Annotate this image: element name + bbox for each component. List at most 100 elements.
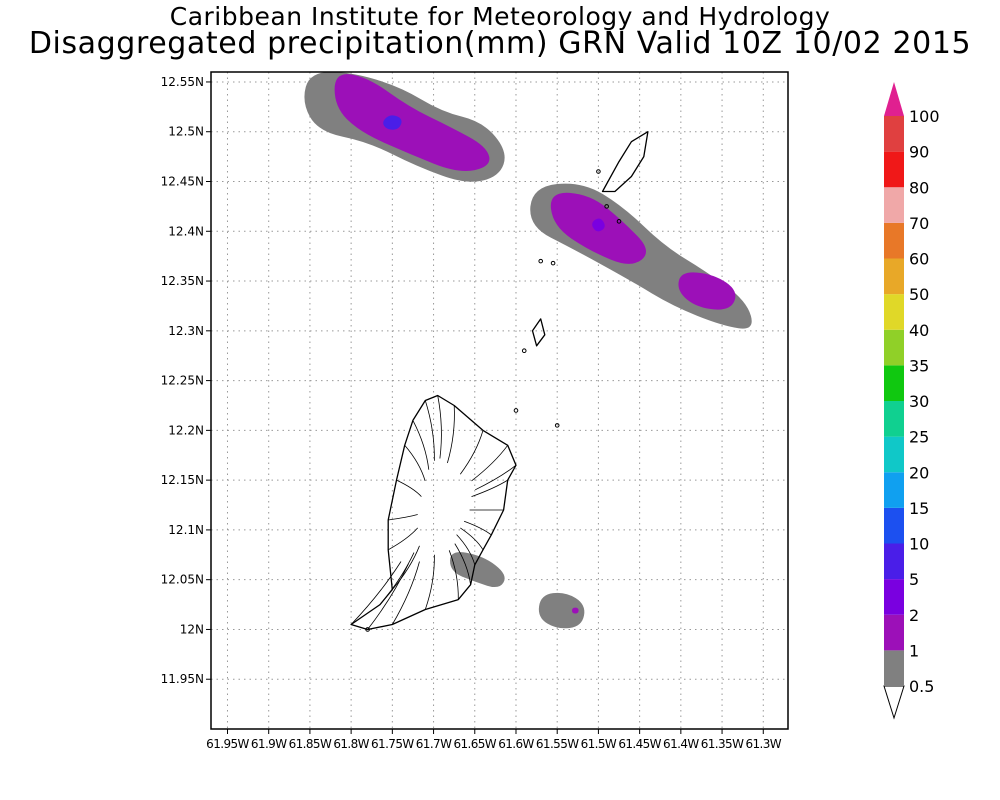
grenada-river-line [454, 543, 471, 585]
lat-tick-label: 12.45N [161, 175, 204, 189]
grenada-river-line [471, 479, 508, 497]
legend-swatch [884, 650, 904, 686]
legend-label: 90 [909, 143, 929, 162]
chart-title-line2: Disaggregated precipitation(mm) GRN Vali… [28, 26, 972, 61]
legend-label: 15 [909, 499, 929, 518]
legend-label: 35 [909, 356, 929, 375]
lon-tick-label: 61.65W [453, 737, 496, 751]
lon-tick-label: 61.95W [206, 737, 249, 751]
legend-label: 5 [909, 570, 919, 589]
legend-lower-arrow [883, 685, 905, 720]
map-axes: 12.55N 12.5N 12.45N 12.4N 12.35N 12.3N 12.25N 1… [161, 75, 783, 751]
grenada-river-line [459, 430, 484, 475]
islet [616, 219, 622, 224]
lat-tick-label: 12.1N [168, 523, 204, 537]
legend-label: 10 [909, 535, 929, 554]
legend-swatch [884, 222, 904, 259]
legend-swatch [884, 401, 904, 437]
lon-tick-label: 61.35W [701, 737, 744, 751]
legend-swatch [884, 151, 904, 188]
legend-swatch [884, 543, 904, 580]
grenada-river-line [471, 445, 509, 482]
precip-patch-south-offshore-outer [538, 592, 585, 629]
grenada-river-line [391, 561, 420, 625]
islet [596, 169, 601, 174]
legend-label: 80 [909, 178, 929, 197]
legend-swatch [884, 258, 904, 295]
precip-band-northwest-core [383, 115, 402, 130]
legend-label: 40 [909, 321, 929, 340]
lat-tick-label: 12.05N [161, 573, 204, 587]
grenada-river-line [460, 527, 484, 551]
grenada-river-line [388, 527, 418, 551]
lon-tick-label: 61.55W [536, 737, 579, 751]
legend-label: 2 [909, 606, 919, 625]
precip-band-carriacou-inner2 [678, 272, 736, 310]
grenada-river-line [424, 400, 435, 461]
legend-swatch [884, 329, 904, 366]
legend-label: 70 [909, 214, 929, 233]
island-ronde-island [531, 318, 546, 347]
legend-label: 1 [909, 641, 919, 660]
lon-tick-label: 61.8W [333, 737, 369, 751]
legend-upper-arrow [884, 82, 904, 116]
lon-tick-label: 61.5W [581, 737, 617, 751]
legend-swatch [884, 436, 904, 473]
legend-label: 100 [909, 107, 940, 126]
grenada-river-line [448, 550, 459, 600]
coastline-layer [350, 131, 649, 632]
lat-tick-label: 12.25N [161, 374, 204, 388]
map-plot-area [211, 72, 788, 729]
island-carriacou [601, 131, 649, 193]
legend-swatch [884, 472, 904, 508]
lat-tick-label: 12N [180, 622, 204, 636]
legend-swatch [884, 187, 904, 223]
lat-tick-label: 12.15N [161, 473, 204, 487]
lon-tick-label: 61.4W [663, 737, 699, 751]
grenada-river-line [437, 395, 442, 459]
legend-label: 20 [909, 463, 929, 482]
lon-tick-label: 61.85W [289, 737, 332, 751]
islet [538, 258, 544, 264]
islet [554, 423, 560, 428]
lon-tick-label: 61.3W [745, 737, 781, 751]
chart-title-line1: Caribbean Institute for Meteorology and … [169, 2, 831, 31]
lat-tick-label: 12.35N [161, 274, 204, 288]
precip-band-carriacou-core [592, 218, 605, 232]
islet [513, 408, 519, 413]
lat-tick-label: 12.55N [161, 75, 204, 89]
islet [604, 204, 609, 209]
legend-label: 0.5 [909, 677, 934, 696]
lat-tick-label: 12.2N [168, 423, 204, 437]
grenada-river-line [424, 554, 435, 610]
legend-swatch [884, 365, 904, 401]
grenada-river-line [463, 520, 492, 536]
legend-label: 50 [909, 285, 929, 304]
grenada-river-line [396, 479, 422, 497]
grenada-river-line [447, 405, 455, 464]
lat-tick-label: 12.4N [168, 224, 204, 238]
grenada-river-line [379, 552, 415, 605]
grenada-river-line [475, 464, 517, 491]
lat-tick-label: 12.3N [168, 324, 204, 338]
precip-patch-south-offshore-core [572, 607, 579, 614]
grenada-river-line [388, 514, 418, 521]
lat-tick-label: 12.5N [168, 125, 204, 139]
legend-swatch [884, 614, 904, 651]
islet [365, 627, 370, 632]
legend-label: 60 [909, 250, 929, 269]
lon-tick-label: 61.9W [251, 737, 287, 751]
legend-label: 30 [909, 392, 929, 411]
grenada-river-line [350, 561, 402, 625]
grenada-river-line [391, 545, 420, 590]
legend-swatch [884, 294, 904, 330]
legend-swatch [884, 507, 904, 544]
precipitation-layer [304, 72, 752, 629]
lon-tick-label: 61.6W [498, 737, 534, 751]
lon-tick-label: 61.75W [371, 737, 414, 751]
lon-tick-label: 61.45W [618, 737, 661, 751]
lon-tick-label: 61.7W [416, 737, 452, 751]
grenada-river-line [412, 420, 430, 470]
